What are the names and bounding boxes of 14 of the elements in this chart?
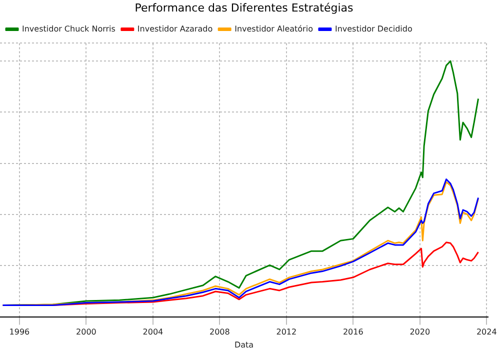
legend-label: Investidor Azarado (137, 24, 213, 34)
x-tick-label: 2020 (410, 328, 430, 337)
x-tick-label: 2024 (476, 328, 497, 337)
x-tick-label: 2004 (142, 328, 164, 337)
x-axis-title: Data (234, 340, 254, 350)
x-tick-label: 2012 (276, 328, 297, 337)
legend-label: Investidor Chuck Norris (22, 24, 116, 34)
x-tick-label: 2000 (76, 328, 96, 337)
x-tick-label: 2008 (209, 328, 230, 337)
x-tick-label: 1996 (9, 328, 30, 337)
chart-title: Performance das Diferentes Estratégias (134, 1, 354, 14)
legend-label: Investidor Decidido (334, 24, 412, 34)
x-tick-label: 2016 (342, 328, 364, 337)
legend-label: Investidor Aleatório (234, 24, 314, 34)
